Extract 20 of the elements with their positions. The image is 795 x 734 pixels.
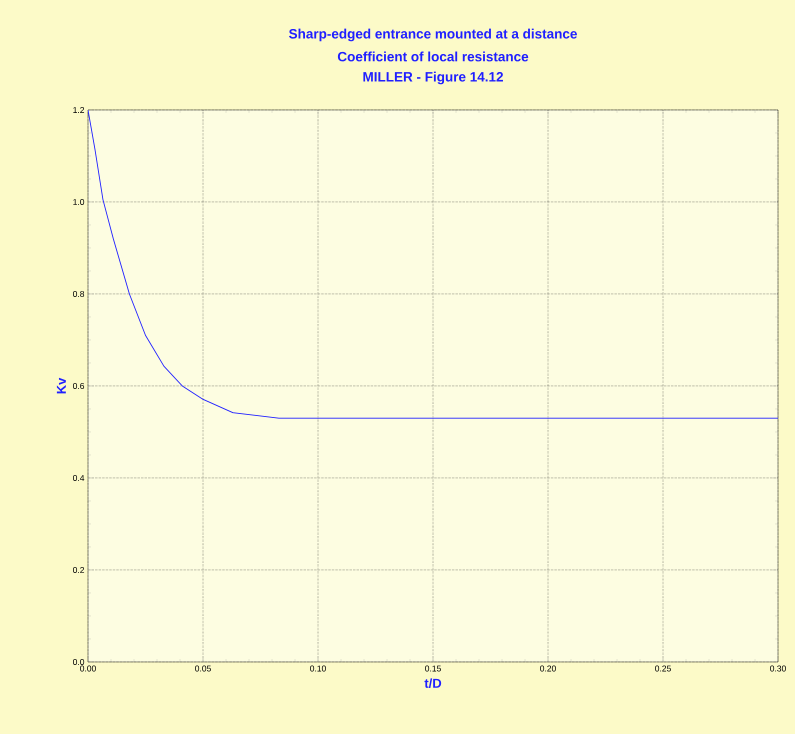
x-tick-label: 0.10 [310,666,326,672]
x-tick-label: 0.05 [195,666,211,672]
x-axis-title: t/D [424,678,442,688]
chart-subtitle: Coefficient of local resistance [338,52,528,62]
y-tick-label: 0.2 [73,566,84,573]
y-tick-label: 0.6 [73,382,84,389]
y-tick-label: 0.0 [73,658,84,665]
x-tick-label: 0.15 [425,666,441,672]
line-series [88,110,778,419]
y-tick-label: 1.2 [73,107,84,113]
x-tick-label: 0.30 [770,666,786,672]
text: MILLER - Figure 14.12 [363,72,503,84]
y-tick-label: 0.8 [73,290,84,297]
x-tick-label: 0.00 [80,666,96,672]
y-tick-label: 0.4 [73,474,84,481]
x-tick-label: 0.20 [540,666,556,672]
chart-title: Sharp-edged entrance mounted at a distance [288,28,577,42]
y-tick-label: 1.0 [73,198,84,205]
x-tick-label: 0.25 [655,666,671,672]
y-axis-title: Kv [56,378,66,394]
